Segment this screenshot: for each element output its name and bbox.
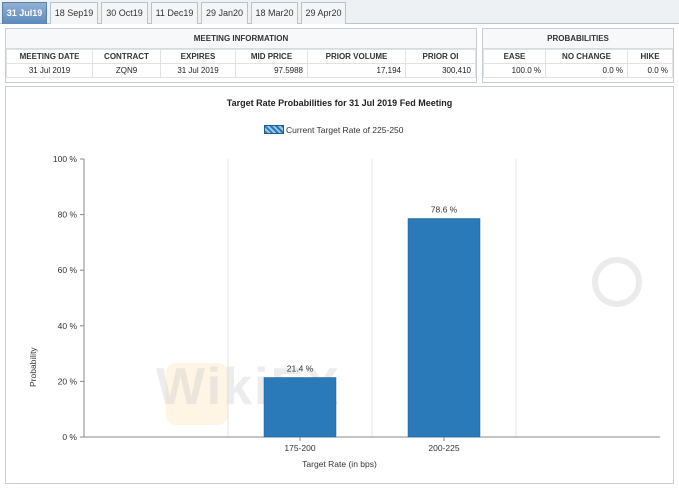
bar-data-label: 78.6 % [431, 204, 458, 214]
header-meeting-date: MEETING DATE [6, 49, 93, 64]
table-row: 31 Jul 2019 ZQN9 31 Jul 2019 97.5988 17,… [6, 63, 476, 78]
legend-swatch [264, 125, 284, 134]
hike-value: 0.0 % [627, 63, 673, 78]
header-prior-oi: PRIOR OI [405, 49, 476, 64]
tab-18-mar20[interactable]: 18 Mar20 [251, 2, 298, 24]
y-tick-label: 0 % [62, 432, 77, 442]
bar [263, 377, 337, 438]
meeting-date-value: 31 Jul 2019 [6, 63, 93, 78]
y-tick-label: 40 % [58, 321, 78, 331]
y-tick-label: 80 % [58, 210, 78, 220]
probabilities-table: EASE NO CHANGE HIKE 100.0 % 0.0 % 0.0 % [483, 49, 673, 78]
no-change-value: 0.0 % [545, 63, 628, 78]
bar [407, 218, 481, 438]
meeting-tab-bar: 31 Jul19 18 Sep19 30 Oct19 11 Dec19 29 J… [0, 0, 679, 24]
x-tick-label: 200-225 [428, 443, 459, 453]
x-axis-label: Target Rate (in bps) [302, 459, 377, 469]
tab-18-sep19[interactable]: 18 Sep19 [50, 2, 98, 24]
meeting-information-table: MEETING DATE CONTRACT EXPIRES MID PRICE … [6, 49, 476, 78]
prior-volume-value: 17,194 [307, 63, 406, 78]
y-tick-label: 20 % [58, 376, 78, 386]
header-expires: EXPIRES [160, 49, 236, 64]
chart-title: Target Rate Probabilities for 31 Jul 201… [226, 98, 453, 108]
header-no-change: NO CHANGE [545, 49, 628, 64]
header-ease: EASE [483, 49, 546, 64]
y-tick-label: 60 % [58, 265, 78, 275]
contract-value: ZQN9 [92, 63, 161, 78]
chart-legend[interactable]: Current Target Rate of 225-250 [264, 125, 404, 137]
prior-oi-value: 300,410 [405, 63, 476, 78]
meeting-information-title: MEETING INFORMATION [6, 29, 476, 49]
chart-plot: 0 % 20 % 40 % 60 % 80 % 100 % 21.4 % 175-200 78.… [53, 154, 660, 453]
legend-label: Current Target Rate of 225-250 [286, 125, 404, 135]
probability-chart-panel: WikiFX Target Rate Probabilities for 31 … [5, 86, 674, 484]
meeting-information-panel: MEETING INFORMATION MEETING DATE CONTRAC… [5, 28, 477, 83]
table-row: 100.0 % 0.0 % 0.0 % [483, 63, 673, 78]
expires-value: 31 Jul 2019 [160, 63, 236, 78]
tab-11-dec19[interactable]: 11 Dec19 [151, 2, 198, 24]
x-tick-label: 175-200 [284, 443, 315, 453]
tab-30-oct19[interactable]: 30 Oct19 [101, 2, 148, 24]
bar-data-label: 21.4 % [287, 364, 314, 374]
probabilities-panel: PROBABILITIES EASE NO CHANGE HIKE 100.0 … [482, 28, 674, 83]
header-prior-volume: PRIOR VOLUME [307, 49, 406, 64]
tab-29-jan20[interactable]: 29 Jan20 [201, 2, 248, 24]
ease-value: 100.0 % [483, 63, 546, 78]
header-contract: CONTRACT [92, 49, 161, 64]
header-mid-price: MID PRICE [235, 49, 308, 64]
tab-29-apr20[interactable]: 29 Apr20 [301, 2, 346, 24]
probabilities-title: PROBABILITIES [483, 29, 673, 49]
y-tick-label: 100 % [53, 154, 78, 164]
header-hike: HIKE [627, 49, 673, 64]
mid-price-value: 97.5988 [235, 63, 308, 78]
tab-31-jul19[interactable]: 31 Jul19 [2, 2, 47, 24]
